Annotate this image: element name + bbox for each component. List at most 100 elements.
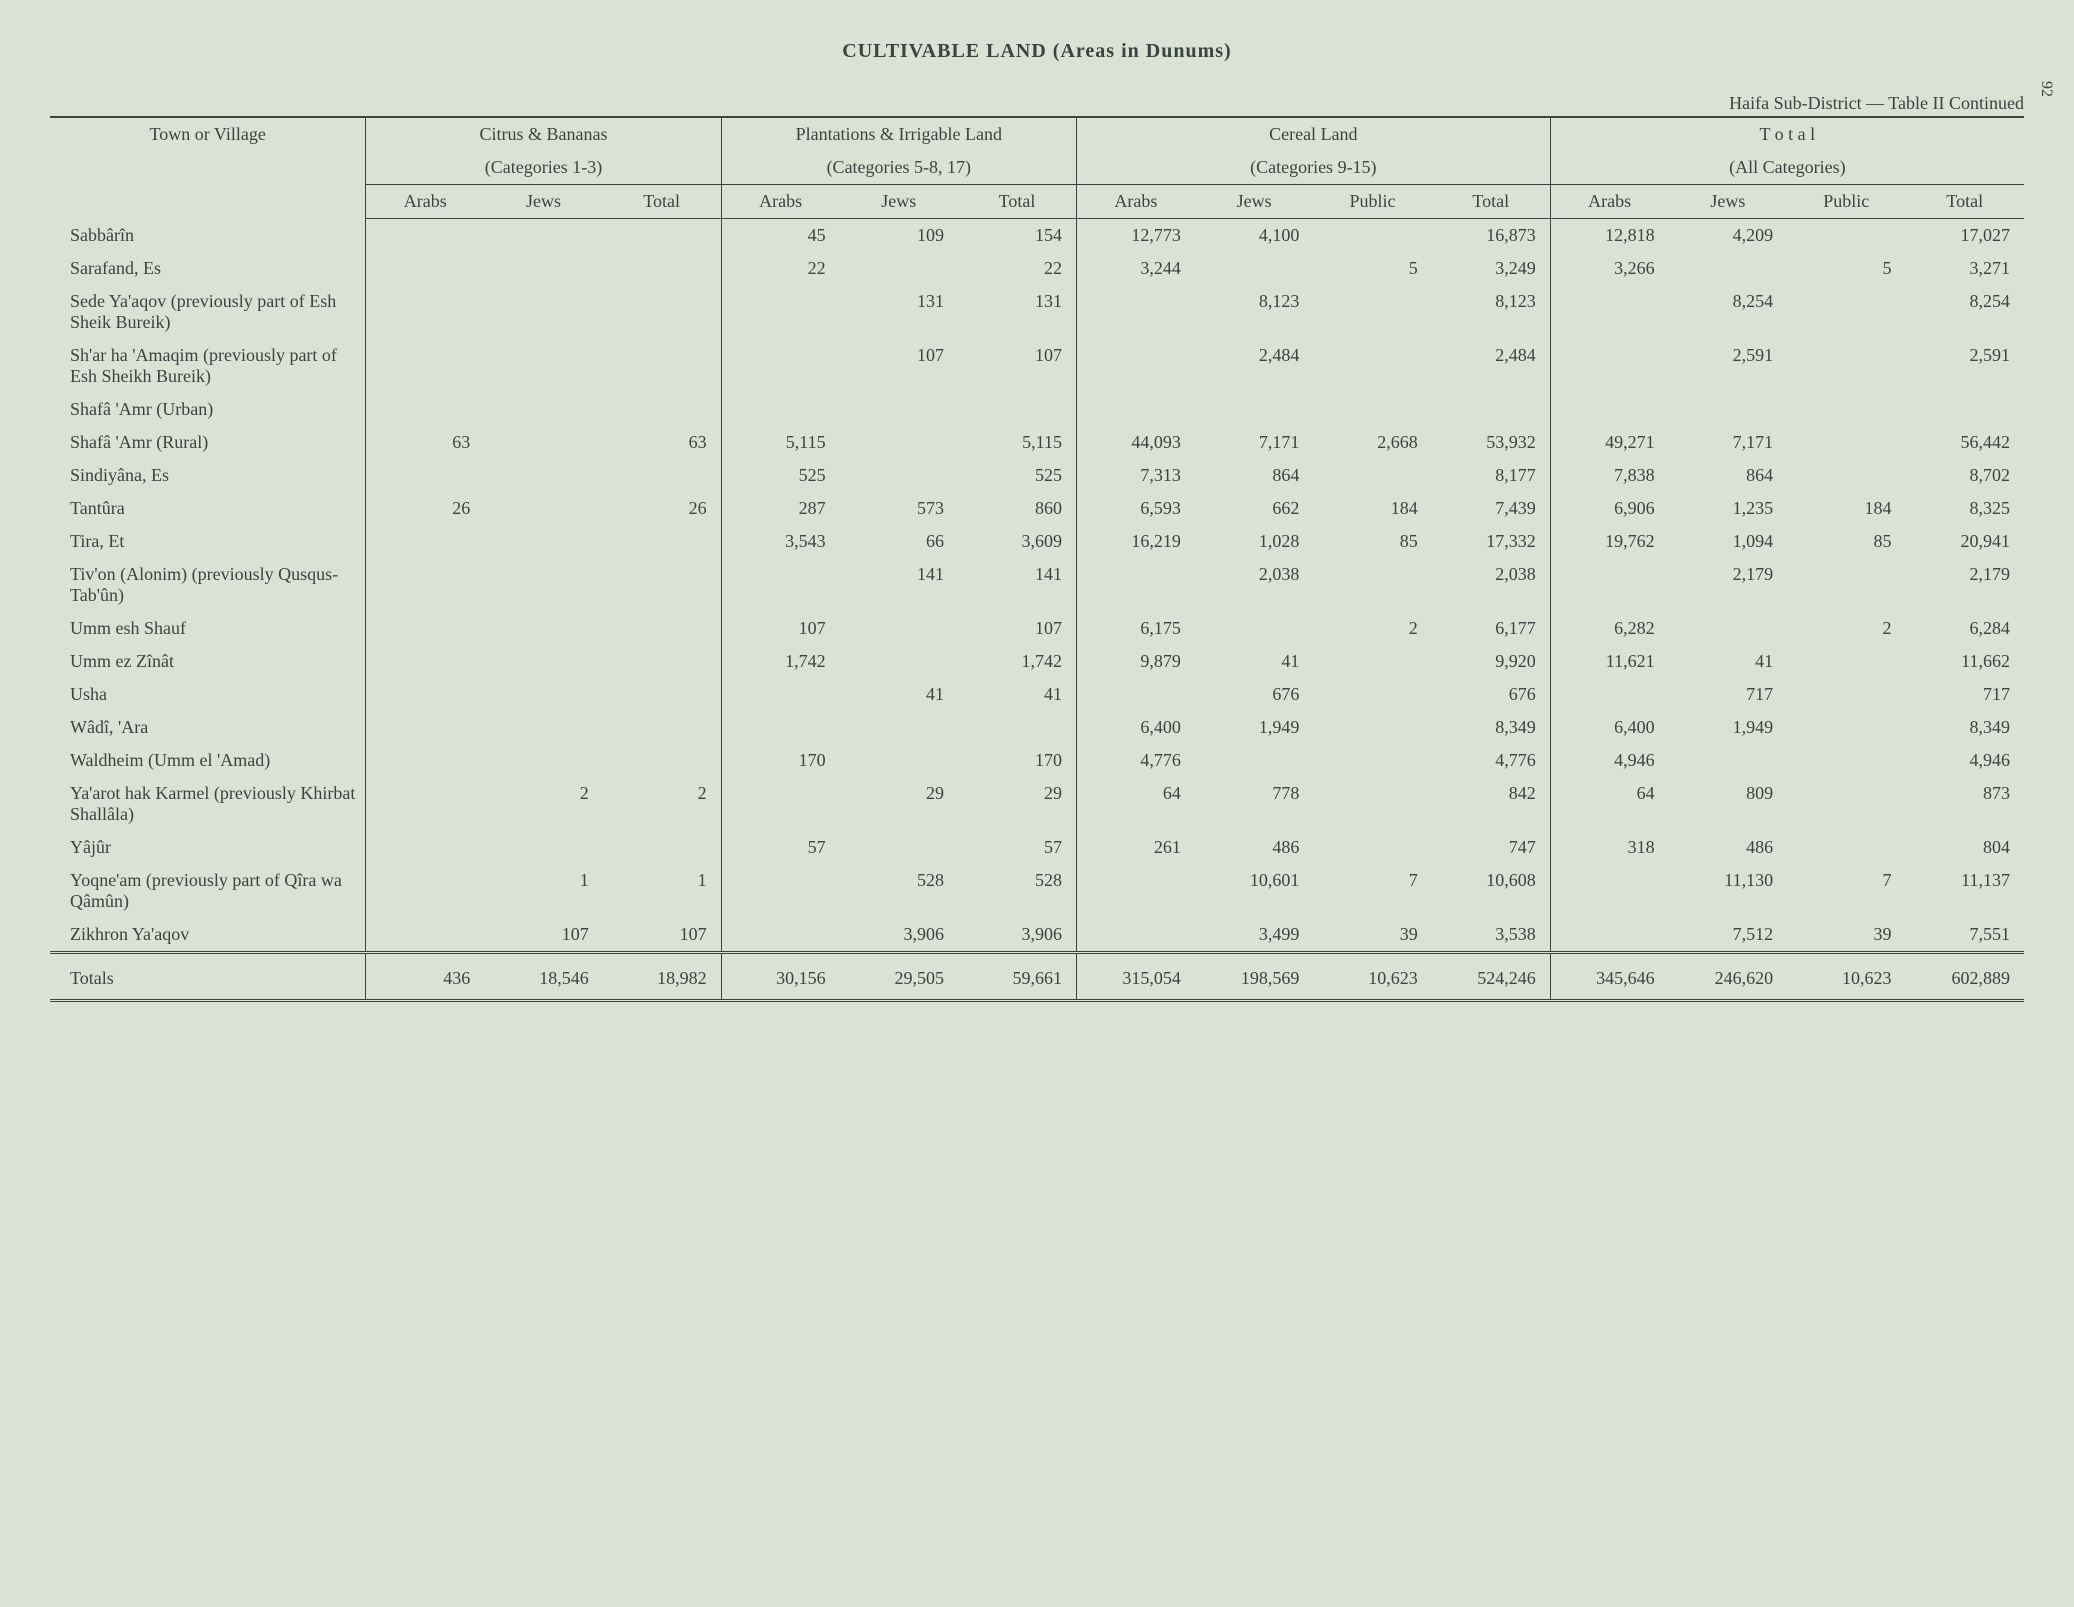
cell: 5,115 bbox=[958, 426, 1076, 459]
cell: 2 bbox=[603, 777, 721, 831]
cell bbox=[1195, 612, 1313, 645]
cell: 4,946 bbox=[1550, 744, 1668, 777]
village-name: Shafâ 'Amr (Rural) bbox=[50, 426, 366, 459]
cell: 5 bbox=[1313, 252, 1431, 285]
cell bbox=[603, 219, 721, 253]
cell: 11,130 bbox=[1669, 864, 1787, 918]
cell bbox=[366, 612, 484, 645]
cell bbox=[1313, 744, 1431, 777]
cell bbox=[484, 252, 602, 285]
group-plantations: Plantations & Irrigable Land bbox=[721, 117, 1076, 151]
cell bbox=[1313, 285, 1431, 339]
subcol: Arabs bbox=[366, 185, 484, 219]
cell: 29 bbox=[958, 777, 1076, 831]
cell: 7 bbox=[1787, 864, 1905, 918]
table-row: Yoqne'am (previously part of Qîra wa Qâm… bbox=[50, 864, 2024, 918]
village-name: Tira, Et bbox=[50, 525, 366, 558]
group-cereal-sub: (Categories 9-15) bbox=[1076, 151, 1550, 185]
cell bbox=[1550, 678, 1668, 711]
table-row: Waldheim (Umm el 'Amad)1701704,7764,7764… bbox=[50, 744, 2024, 777]
cell: 1,235 bbox=[1669, 492, 1787, 525]
cell bbox=[603, 645, 721, 678]
cell: 6,284 bbox=[1906, 612, 2024, 645]
cell bbox=[1313, 339, 1431, 393]
cell: 45 bbox=[721, 219, 839, 253]
cell: 8,123 bbox=[1432, 285, 1550, 339]
cell: 3,499 bbox=[1195, 918, 1313, 953]
cell: 7,313 bbox=[1076, 459, 1194, 492]
cell bbox=[1787, 285, 1905, 339]
cell: 170 bbox=[721, 744, 839, 777]
cell: 8,254 bbox=[1669, 285, 1787, 339]
subcol: Total bbox=[1432, 185, 1550, 219]
cell: 804 bbox=[1906, 831, 2024, 864]
cell: 5,115 bbox=[721, 426, 839, 459]
cell bbox=[484, 339, 602, 393]
cell bbox=[721, 339, 839, 393]
cell: 131 bbox=[840, 285, 958, 339]
cell: 3,266 bbox=[1550, 252, 1668, 285]
group-plantations-sub: (Categories 5-8, 17) bbox=[721, 151, 1076, 185]
cell: 7,439 bbox=[1432, 492, 1550, 525]
cell: 85 bbox=[1787, 525, 1905, 558]
village-name: Zikhron Ya'aqov bbox=[50, 918, 366, 953]
cell bbox=[1195, 744, 1313, 777]
subcol: Total bbox=[958, 185, 1076, 219]
cell bbox=[1076, 918, 1194, 953]
cell: 747 bbox=[1432, 831, 1550, 864]
cell bbox=[1313, 645, 1431, 678]
cell: 1 bbox=[484, 864, 602, 918]
cell: 16,873 bbox=[1432, 219, 1550, 253]
cell: 525 bbox=[721, 459, 839, 492]
cell bbox=[840, 459, 958, 492]
cell: 8,325 bbox=[1906, 492, 2024, 525]
cell: 287 bbox=[721, 492, 839, 525]
cell: 12,818 bbox=[1550, 219, 1668, 253]
cell bbox=[1669, 252, 1787, 285]
cell bbox=[1669, 393, 1787, 426]
cell: 107 bbox=[484, 918, 602, 953]
cell bbox=[840, 831, 958, 864]
cell: 3,244 bbox=[1076, 252, 1194, 285]
subcol: Jews bbox=[840, 185, 958, 219]
col-town: Town or Village bbox=[50, 117, 366, 219]
cell: 1,949 bbox=[1195, 711, 1313, 744]
table-header: Town or Village Citrus & Bananas Plantat… bbox=[50, 117, 2024, 219]
table-row: Tiv'on (Alonim) (previously Qusqus-Tab'û… bbox=[50, 558, 2024, 612]
subcol: Arabs bbox=[721, 185, 839, 219]
cell: 676 bbox=[1432, 678, 1550, 711]
totals-cell: 18,546 bbox=[484, 953, 602, 1001]
cell bbox=[1076, 339, 1194, 393]
cell: 154 bbox=[958, 219, 1076, 253]
cell bbox=[1550, 918, 1668, 953]
cell: 1 bbox=[603, 864, 721, 918]
group-citrus-sub: (Categories 1-3) bbox=[366, 151, 721, 185]
cell: 56,442 bbox=[1906, 426, 2024, 459]
cell: 4,209 bbox=[1669, 219, 1787, 253]
cell: 107 bbox=[840, 339, 958, 393]
cell: 107 bbox=[958, 339, 1076, 393]
cell: 525 bbox=[958, 459, 1076, 492]
cell: 7,171 bbox=[1195, 426, 1313, 459]
cell: 8,177 bbox=[1432, 459, 1550, 492]
cell bbox=[484, 492, 602, 525]
cell: 141 bbox=[958, 558, 1076, 612]
cell bbox=[366, 252, 484, 285]
subcol: Jews bbox=[1195, 185, 1313, 219]
cell bbox=[1787, 393, 1905, 426]
cell: 2 bbox=[1313, 612, 1431, 645]
cell bbox=[366, 711, 484, 744]
totals-cell: 30,156 bbox=[721, 953, 839, 1001]
cell bbox=[721, 393, 839, 426]
cell bbox=[1669, 744, 1787, 777]
cell: 3,538 bbox=[1432, 918, 1550, 953]
subcol: Arabs bbox=[1550, 185, 1668, 219]
cell: 4,946 bbox=[1906, 744, 2024, 777]
cell: 41 bbox=[1669, 645, 1787, 678]
cell: 1,742 bbox=[721, 645, 839, 678]
cell bbox=[484, 831, 602, 864]
village-name: Ya'arot hak Karmel (previously Khirbat S… bbox=[50, 777, 366, 831]
cell bbox=[366, 459, 484, 492]
village-name: Umm esh Shauf bbox=[50, 612, 366, 645]
cell: 10,601 bbox=[1195, 864, 1313, 918]
